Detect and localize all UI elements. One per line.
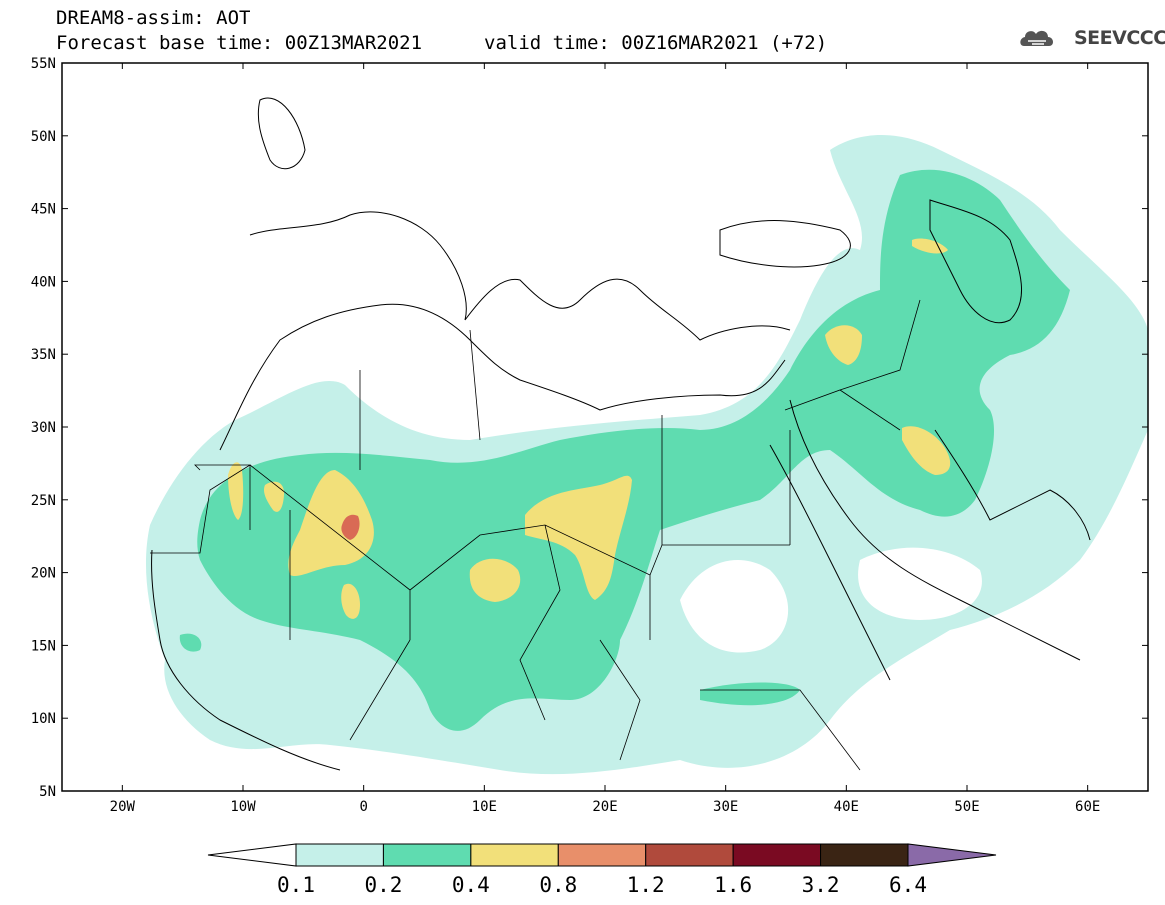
forecast-base-time: Forecast base time: 00Z13MAR2021 (56, 32, 423, 54)
colorbar-segment (557, 843, 647, 867)
colorbar-segment (645, 843, 734, 867)
lon-tick-label: 20E (592, 799, 617, 815)
colorbar-segment (820, 843, 909, 867)
aot-level-0.4-south (341, 583, 360, 619)
lat-tick-label: 45N (31, 202, 56, 218)
colorbar-low-arrow (207, 843, 297, 867)
aot-level-0.4-algeria (288, 470, 374, 577)
lat-tick-label: 30N (31, 420, 56, 436)
lat-tick-label: 35N (31, 347, 56, 363)
lat-tick-label: 25N (31, 493, 56, 509)
colorbar-label: 0.1 (277, 873, 315, 897)
colorbar-label: 0.4 (452, 873, 490, 897)
aot-level-0.4-libya (525, 475, 632, 600)
lon-tick-label: 10W (230, 799, 256, 815)
aot-level-0.8 (341, 514, 360, 540)
colorbar-segment (732, 843, 822, 867)
colorbar-label: 1.2 (627, 873, 665, 897)
valid-time: valid time: 00Z16MAR2021 (+72) (484, 32, 828, 54)
seevccc-logo: SEEVCCC (1074, 27, 1165, 49)
colorbar-label: 0.8 (539, 873, 577, 897)
aot-level-0.2 (197, 169, 1070, 731)
lat-tick-label: 10N (31, 711, 56, 727)
aot-level-0.4-iraq (902, 426, 951, 475)
red-sea-coast (769, 399, 1081, 681)
lon-tick-label: 0 (359, 799, 367, 815)
lat-tick-label: 55N (31, 56, 56, 72)
british-isles (257, 97, 306, 170)
country-borders (150, 299, 921, 771)
west-africa-coast (151, 549, 341, 771)
lat-tick-label: 15N (31, 638, 56, 654)
aot-level-0.4-syria (825, 325, 862, 365)
colorbar-segment (295, 843, 384, 867)
aot-colorbar: 0.1 0.2 0.4 0.8 1.2 1.6 3.2 6.4 (207, 843, 997, 897)
border-lines (150, 299, 921, 771)
europe-coastline (249, 211, 791, 341)
aot-level-0.4-caspian (912, 238, 948, 254)
lon-tick-label: 50E (954, 799, 979, 815)
lon-tick-label: 10E (472, 799, 497, 815)
colorbar-label: 1.6 (714, 873, 752, 897)
aot-level-0.2-sahel (700, 682, 800, 706)
caspian-coast (929, 199, 1023, 324)
colorbar-segment (470, 843, 559, 867)
gulf-coast (934, 429, 1091, 541)
map-title: DREAM8-assim: AOT (56, 7, 251, 29)
lat-tick-label: 20N (31, 566, 56, 582)
lon-tick-label: 40E (834, 799, 859, 815)
aot-gap-sudan (680, 560, 789, 653)
black-sea-coast (719, 220, 851, 268)
lon-tick-label: 20W (110, 799, 136, 815)
aot-level-0.4-niger (469, 558, 521, 602)
lon-tick-label: 30E (713, 799, 738, 815)
latitude-axis: 55N 50N 45N 40N 35N 30N 25N 20N 15N 10N 5N (31, 56, 1148, 800)
colorbar-label: 0.2 (364, 873, 402, 897)
colorbar-high-arrow (907, 843, 997, 867)
aot-field (145, 135, 1148, 775)
north-africa-coastline (219, 303, 786, 451)
lon-tick-label: 60E (1075, 799, 1100, 815)
cloud-icon (1020, 30, 1054, 46)
aot-gap-arabia (858, 547, 982, 620)
lat-tick-label: 5N (39, 784, 56, 800)
colorbar-label: 3.2 (802, 873, 840, 897)
longitude-axis: 20W 10W 0 10E 20E 30E 40E 50E 60E (110, 63, 1100, 815)
aot-level-0.4-mali (263, 481, 285, 512)
lat-tick-label: 40N (31, 274, 56, 290)
colorbar-segment (382, 843, 472, 867)
coastlines (151, 97, 1091, 771)
colorbar-label: 6.4 (889, 873, 927, 897)
lat-tick-label: 50N (31, 129, 56, 145)
aot-level-0.2-sahel-west (179, 633, 202, 652)
